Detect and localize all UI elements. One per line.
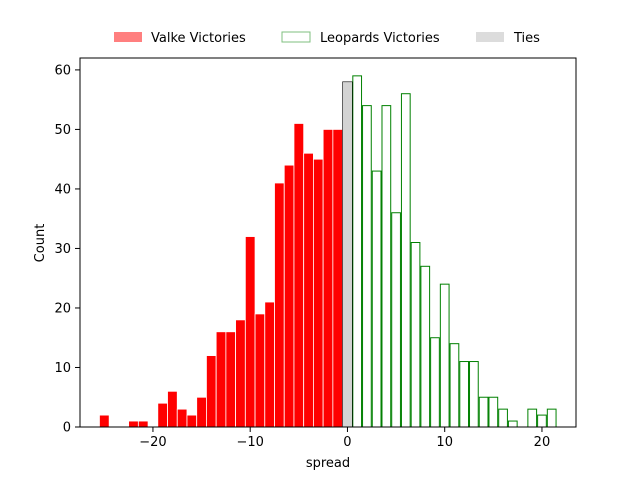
bar-leopards (449, 343, 460, 428)
bar-leopards (478, 396, 489, 428)
legend-label-leopards: Leopards Victories (320, 31, 440, 46)
x-axis-ticks: −20 −10 0 10 20 (139, 427, 550, 450)
bar-leopards (400, 93, 411, 428)
bar-leopards (362, 105, 372, 428)
bar-leopards (498, 408, 508, 428)
y-tick-label: 40 (54, 182, 71, 197)
legend-swatch-ties (476, 32, 504, 42)
bar-ties (342, 81, 353, 428)
y-tick-label: 60 (54, 63, 71, 78)
y-tick-label: 20 (54, 301, 71, 316)
x-tick-label: 20 (534, 435, 551, 450)
bar-leopards (459, 361, 470, 428)
x-tick-label: 10 (436, 435, 453, 450)
bar-valke (244, 236, 256, 428)
bar-leopards (527, 408, 538, 428)
bars-layer (99, 75, 557, 428)
bar-valke (196, 396, 207, 428)
y-tick-label: 10 (54, 361, 71, 376)
bar-leopards (420, 265, 431, 428)
x-tick-label: −10 (236, 435, 263, 450)
bar-valke (332, 129, 343, 428)
bar-valke (235, 319, 246, 428)
plot-frame (79, 57, 577, 428)
bar-valke (283, 164, 295, 428)
bar-leopards (537, 414, 547, 428)
bar-leopards (439, 283, 450, 428)
bar-valke (264, 301, 275, 428)
bar-leopards (352, 75, 363, 428)
bar-valke (137, 420, 149, 428)
bar-leopards (371, 170, 382, 428)
bar-valke (206, 355, 217, 428)
legend-swatch-valke (114, 32, 142, 42)
bar-valke (176, 408, 188, 428)
legend: Valke Victories Leopards Victories Ties (114, 31, 540, 46)
bar-leopards (410, 242, 421, 428)
bar-valke (215, 331, 227, 428)
bar-valke (322, 129, 334, 428)
x-tick-label: 0 (343, 435, 351, 450)
legend-swatch-leopards (281, 31, 311, 43)
bar-leopards (391, 212, 401, 428)
bar-leopards (430, 337, 440, 428)
bar-valke (274, 182, 285, 428)
y-tick-label: 50 (54, 123, 71, 138)
x-axis-label: spread (306, 456, 350, 471)
legend-label-ties: Ties (513, 31, 540, 46)
y-tick-label: 30 (54, 242, 71, 257)
bar-valke (167, 390, 178, 428)
bar-valke (293, 123, 305, 428)
legend-label-valke: Valke Victories (151, 31, 246, 46)
bar-valke (99, 414, 110, 428)
bar-valke (157, 402, 168, 428)
bar-leopards (381, 105, 392, 428)
bar-leopards (507, 420, 518, 428)
bar-valke (303, 152, 314, 428)
y-axis-ticks: 0 10 20 30 40 50 60 (54, 63, 80, 436)
x-tick-label: −20 (139, 435, 166, 450)
bar-valke (128, 420, 139, 428)
bar-leopards (546, 408, 557, 428)
y-axis-label: Count (33, 224, 48, 263)
bar-valke (186, 414, 198, 428)
bar-valke (313, 158, 324, 428)
bar-leopards (469, 361, 479, 428)
y-tick-label: 0 (63, 421, 71, 436)
bar-valke (225, 331, 237, 428)
bar-leopards (488, 396, 499, 428)
bar-valke (254, 313, 266, 428)
